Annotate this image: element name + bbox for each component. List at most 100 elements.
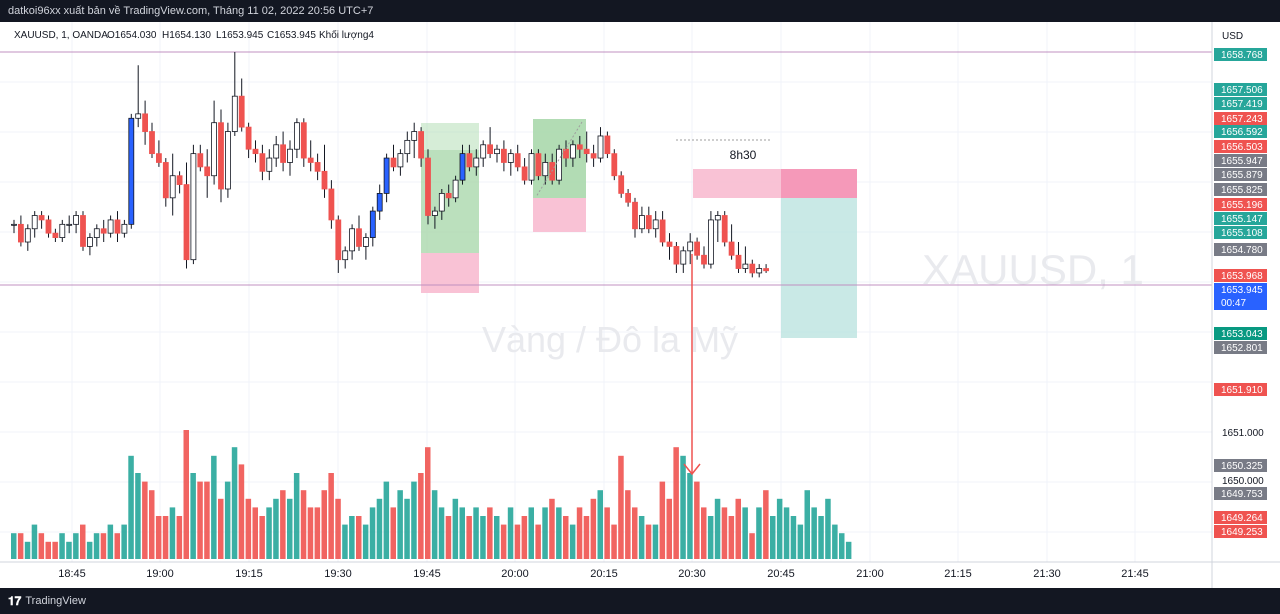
candle-body (349, 228, 356, 252)
candle-body (155, 153, 162, 163)
time-tick: 20:00 (501, 568, 529, 580)
candle-body (149, 131, 155, 155)
annotations[interactable]: 8h30 (535, 121, 770, 476)
volume-bar (197, 481, 203, 559)
volume-bar (335, 498, 341, 559)
candle-body (114, 219, 121, 234)
candle-body (494, 148, 500, 155)
legend-volume: Khối lượng4 (319, 29, 374, 41)
volume-bar (818, 516, 824, 559)
volume-bar (569, 524, 576, 559)
candle-body (645, 215, 652, 230)
candle-body (342, 250, 349, 261)
volume-bar (542, 507, 548, 559)
candle-body (563, 148, 569, 159)
volume-bar (135, 473, 141, 559)
volume-bar (169, 507, 176, 559)
time-tick: 20:45 (767, 568, 795, 580)
stop-zone[interactable] (533, 198, 586, 232)
time-tick: 19:00 (146, 568, 174, 580)
price-label-bg (1214, 154, 1267, 167)
volume-bar (790, 516, 797, 559)
volume-bar (218, 498, 224, 559)
volume-bar (86, 541, 93, 559)
candle-body (397, 153, 404, 168)
candle-body (390, 157, 397, 168)
horizontal-lines[interactable] (0, 51, 1212, 286)
volume-bar (418, 473, 424, 559)
candle-body (535, 153, 542, 177)
candle-body (107, 219, 114, 234)
grid (0, 22, 1212, 562)
candle-body (335, 219, 342, 261)
volume-bar (11, 533, 17, 559)
volume-bar (687, 473, 693, 559)
volume-bar (590, 498, 597, 559)
candle-body (721, 215, 728, 243)
candle-body (24, 228, 31, 243)
volume-bar (259, 516, 265, 559)
time-axis[interactable]: 18:45 19:00 19:15 19:30 19:45 20:00 20:15 20:30… (0, 561, 1280, 580)
price-label-bg (1214, 183, 1267, 196)
time-tick: 19:30 (324, 568, 352, 580)
position-zones[interactable] (421, 119, 857, 338)
volume-bar (80, 524, 86, 559)
candle-body (135, 113, 142, 119)
volume-bar (735, 498, 741, 559)
chart-area[interactable]: XAUUSD, 1 Vàng / Đô la Mỹ 8h30 USD 1651.… (0, 22, 1280, 588)
stop-zone[interactable] (421, 253, 479, 293)
volume-bar (652, 524, 659, 559)
volume-bar (494, 516, 500, 559)
price-axis[interactable]: USD 1651.000 1650.000 1658.768 1657.506 1657… (1211, 22, 1267, 588)
volume-bar (638, 516, 645, 559)
candle-body (66, 223, 73, 226)
down-arrow-head (683, 463, 701, 476)
volume-bar (535, 524, 541, 559)
price-tick: 1650.000 (1222, 476, 1264, 487)
candle-body (749, 263, 756, 274)
price-label: 1656.592 (1221, 127, 1263, 138)
price-label-bg (1214, 383, 1267, 396)
price-label-bg (1214, 140, 1267, 153)
candlestick-chart[interactable]: XAUUSD, 1 Vàng / Đô la Mỹ 8h30 USD 1651.… (0, 22, 1280, 588)
candle-body (411, 131, 418, 141)
candle-body (73, 215, 79, 225)
price-label: 1653.945 (1221, 285, 1263, 296)
volume-bar (383, 481, 390, 559)
price-label-bg (1214, 48, 1267, 61)
volume-bar (17, 533, 24, 559)
volume-bar (756, 507, 762, 559)
candle-body (694, 241, 700, 256)
candle-body (293, 122, 300, 150)
candle-body (632, 201, 638, 230)
watermark-name: Vàng / Đô la Mỹ (482, 319, 738, 360)
candle-body (507, 153, 514, 163)
candle-body (204, 166, 211, 177)
candle-body (473, 157, 480, 168)
candle-body (556, 148, 562, 181)
volume-bar (521, 516, 528, 559)
volume-bar (659, 481, 666, 559)
volume-bar (93, 533, 100, 559)
candle-body (735, 254, 742, 269)
volume-bar (128, 455, 134, 559)
countdown-label: 00:47 (1221, 298, 1246, 309)
candle-body (500, 148, 507, 163)
price-label-bg (1214, 525, 1267, 538)
currency-label: USD (1222, 31, 1243, 42)
volume-bar (425, 447, 431, 559)
candle-body (452, 179, 459, 199)
candle-body (328, 188, 335, 221)
short-stop-zone[interactable] (781, 169, 857, 198)
volume-bar (597, 490, 603, 559)
candle-body (487, 144, 494, 155)
candle-body (31, 215, 38, 230)
candle-body (514, 153, 521, 168)
tradingview-logo[interactable]: 𝟏𝟕 TradingView (8, 588, 86, 614)
price-label-bg (1214, 511, 1267, 524)
trend-line[interactable] (535, 121, 583, 198)
candle-body (121, 223, 128, 234)
short-profit-zone[interactable] (781, 198, 857, 338)
volume-bar (473, 507, 479, 559)
volume-bar (45, 541, 51, 559)
